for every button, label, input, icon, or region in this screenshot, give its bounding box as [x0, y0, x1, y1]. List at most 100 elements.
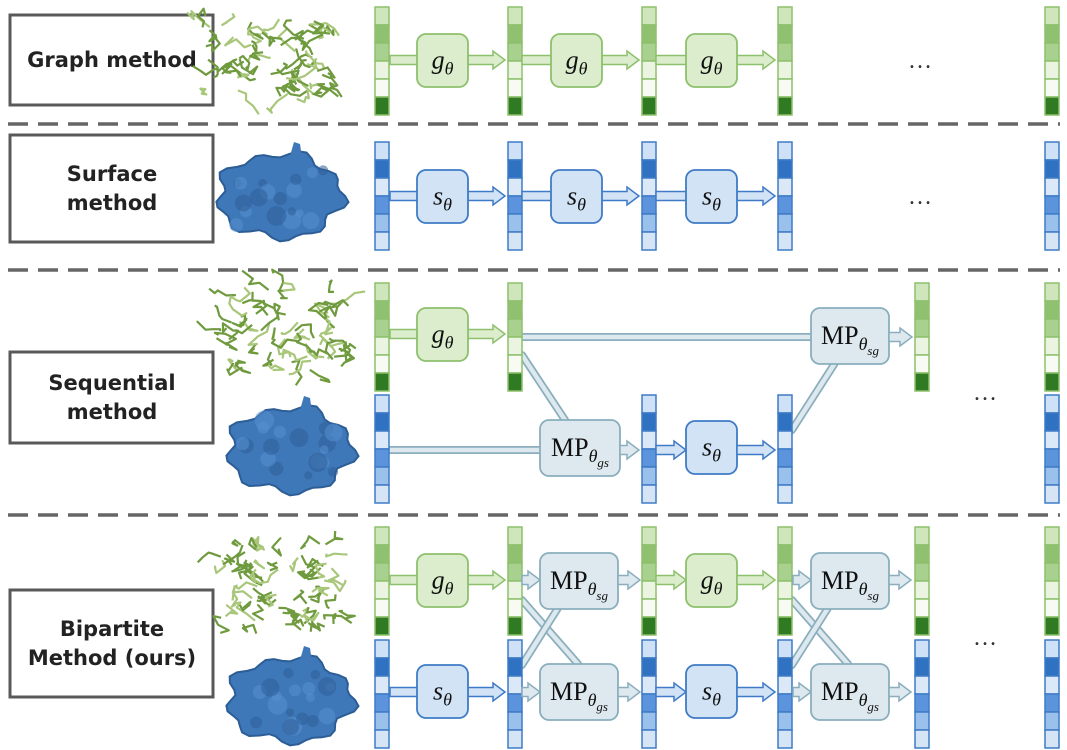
feature-cell	[777, 484, 793, 504]
feature-vector	[1044, 526, 1060, 636]
arrow	[655, 681, 688, 703]
bond	[326, 567, 345, 587]
feature-cell	[914, 616, 930, 636]
feature-cell	[641, 177, 657, 197]
operator-sub: θ	[445, 333, 454, 353]
feature-cell	[374, 430, 390, 450]
bond	[309, 368, 331, 383]
feature-cell	[374, 177, 390, 197]
bond	[271, 268, 285, 291]
operator-box	[416, 664, 469, 719]
feature-vector	[1044, 141, 1060, 251]
bond	[294, 29, 323, 41]
feature-cell	[641, 675, 657, 695]
bond	[212, 615, 230, 634]
bond	[324, 339, 337, 361]
feature-cell	[641, 711, 657, 731]
arrow	[888, 681, 913, 703]
feature-cell	[914, 336, 930, 356]
connector-fill	[519, 597, 581, 667]
bond	[254, 542, 266, 552]
feature-cell	[374, 598, 390, 618]
feature-cell	[507, 96, 523, 116]
surface-bump	[324, 423, 343, 442]
operator-sub: θ	[712, 446, 721, 466]
bond	[214, 304, 232, 324]
bond	[196, 7, 207, 28]
surface-bump	[290, 173, 302, 185]
feature-cell	[1044, 675, 1060, 695]
arrow	[617, 569, 642, 591]
operator-base: g	[432, 46, 445, 75]
bond	[293, 58, 307, 71]
bond	[267, 363, 285, 372]
feature-cell	[374, 336, 390, 356]
feature-cell	[777, 6, 793, 26]
surface-bump	[283, 667, 294, 679]
bond	[232, 581, 258, 592]
feature-cell	[1044, 213, 1060, 233]
feature-vector	[374, 141, 390, 251]
bond	[323, 579, 347, 593]
method-box	[8, 350, 215, 445]
operator-label: sθ	[433, 677, 452, 710]
feature-vector	[641, 141, 657, 251]
feature-cell	[507, 336, 523, 356]
bond	[261, 31, 275, 47]
feature-cell	[374, 544, 390, 564]
feature-cell	[1044, 372, 1060, 392]
feature-cell	[374, 60, 390, 80]
operator-label: sθ	[567, 182, 586, 215]
feature-vector	[374, 6, 390, 116]
bond	[238, 58, 259, 76]
arrow	[736, 681, 777, 703]
feature-cell	[507, 78, 523, 98]
bond	[324, 594, 337, 610]
bond	[235, 364, 252, 374]
bond	[322, 299, 350, 307]
bond	[319, 334, 348, 348]
surface-bump	[273, 192, 287, 206]
operator-subsub: sg	[867, 588, 879, 603]
method-label: Graph method	[27, 48, 197, 72]
method-label: method	[67, 191, 158, 215]
bond	[222, 544, 244, 566]
feature-cell	[777, 466, 793, 486]
feature-cell	[641, 639, 657, 659]
feature-cell	[914, 598, 930, 618]
arrow	[736, 569, 777, 591]
arrow	[619, 439, 641, 461]
feature-cell	[914, 639, 930, 659]
bond	[233, 601, 256, 622]
ellipsis: …	[973, 625, 997, 651]
bond	[248, 537, 258, 551]
feature-cell	[1044, 526, 1060, 546]
operator-base: s	[433, 182, 443, 211]
operator-sub: θ	[714, 579, 723, 599]
method-label: Surface	[67, 162, 157, 186]
feature-cell	[507, 729, 523, 749]
surface-top	[290, 142, 302, 158]
bond	[280, 29, 304, 47]
bond	[329, 82, 335, 88]
operator-box	[416, 169, 469, 224]
feature-cell	[1044, 6, 1060, 26]
feature-cell	[1044, 159, 1060, 179]
operator-label: sθ	[702, 433, 721, 466]
feature-cell	[507, 639, 523, 659]
feature-cell	[374, 354, 390, 374]
feature-cell	[1044, 354, 1060, 374]
feature-cell	[777, 639, 793, 659]
bond	[237, 89, 260, 115]
operator-base: g	[432, 320, 445, 349]
surface-bump	[249, 188, 268, 207]
feature-cell	[374, 580, 390, 600]
surface-bump	[263, 438, 280, 455]
bond	[257, 591, 273, 600]
bond	[304, 343, 325, 360]
operator-label: sθ	[702, 182, 721, 215]
bond	[285, 618, 305, 627]
operator-base: MP	[550, 566, 588, 595]
feature-cell	[374, 141, 390, 161]
arrow	[736, 439, 777, 461]
